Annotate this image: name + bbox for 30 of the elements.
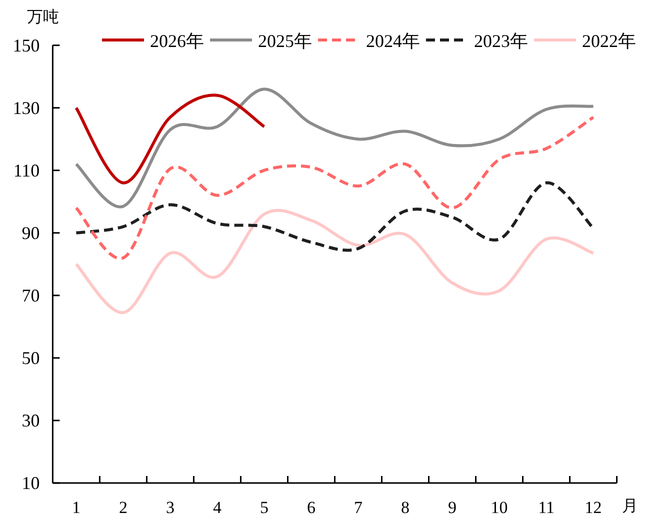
x-tick-label: 5 xyxy=(260,498,268,516)
line-series xyxy=(74,116,595,260)
y-tick-label: 90 xyxy=(22,222,40,243)
y-tick-label: 70 xyxy=(22,285,40,306)
legend-label: 2022年 xyxy=(582,31,636,51)
legend-label: 2023年 xyxy=(474,31,528,51)
x-tick-label: 12 xyxy=(584,498,602,516)
y-tick-label: 110 xyxy=(13,160,40,180)
x-tick-label: 7 xyxy=(354,498,364,516)
y-tick-label: 50 xyxy=(22,348,40,368)
x-tick-label: 3 xyxy=(166,498,174,516)
x-tick-label: 1 xyxy=(72,498,80,516)
line-series xyxy=(74,88,595,208)
x-tick-label: 10 xyxy=(490,498,508,516)
legend-label: 2024年 xyxy=(366,31,420,51)
y-tick-label: 30 xyxy=(22,410,40,430)
x-axis-title: 月 xyxy=(622,498,638,515)
line-series xyxy=(74,94,266,184)
x-tick-label: 6 xyxy=(306,498,316,516)
x-tick-label: 9 xyxy=(448,498,457,516)
legend-label: 2025年 xyxy=(258,31,312,51)
y-tick-label: 150 xyxy=(12,35,40,56)
x-tick-label: 4 xyxy=(212,498,222,516)
y-tick-label: 10 xyxy=(22,473,40,493)
y-axis-title: 万吨 xyxy=(27,8,59,26)
x-tick-label: 11 xyxy=(538,498,554,516)
x-tick-label: 8 xyxy=(401,498,410,516)
x-tick-label: 2 xyxy=(118,498,128,516)
y-tick-label: 130 xyxy=(12,98,40,118)
legend-label: 2026年 xyxy=(150,31,204,51)
